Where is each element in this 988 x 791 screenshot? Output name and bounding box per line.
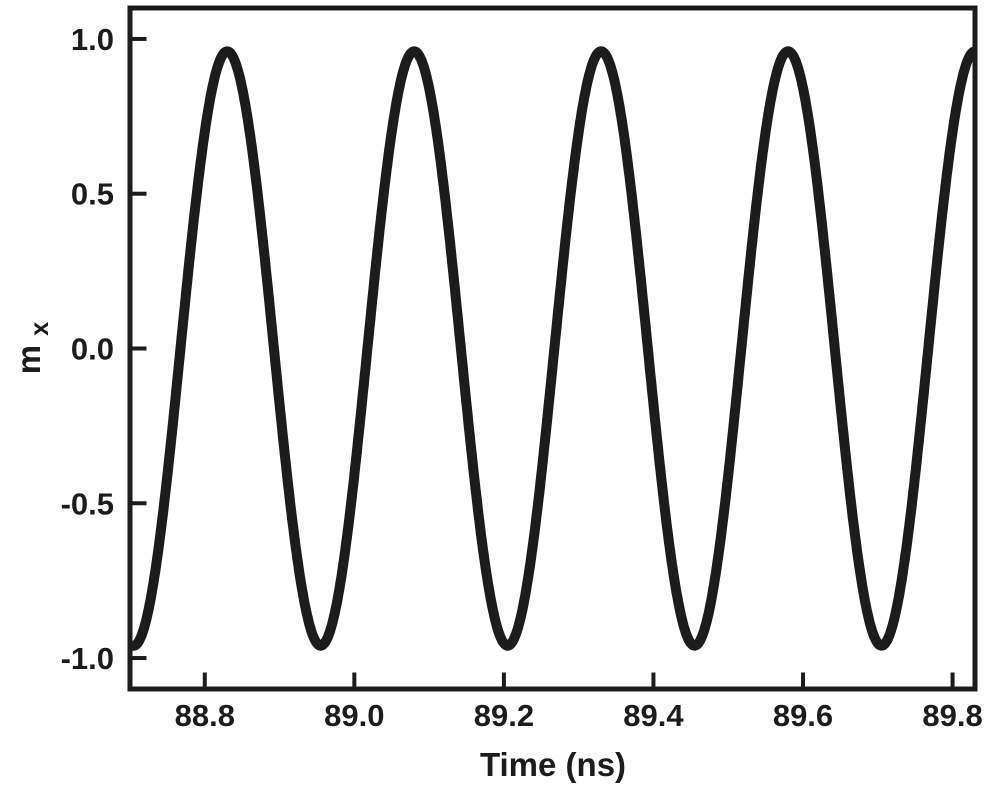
y-axis-title-main: m (10, 345, 47, 374)
y-axis-title: m x (10, 322, 54, 375)
x-tick-label: 89.6 (773, 698, 833, 733)
plot-frame (127, 5, 978, 692)
x-tick-label: 89.2 (474, 698, 534, 733)
y-tick-label: 1.0 (71, 22, 114, 57)
x-axis-title: Time (ns) (480, 746, 626, 783)
y-axis-title-sub: x (26, 322, 54, 336)
y-tick-label: 0.5 (71, 177, 114, 212)
x-tick-label: 89.4 (623, 698, 684, 733)
y-tick-label: -1.0 (61, 641, 114, 676)
x-tick-label: 89.0 (324, 698, 384, 733)
y-tick-label: 0.0 (71, 332, 114, 367)
y-tick-label: -0.5 (61, 486, 114, 521)
x-tick-label: 88.8 (175, 698, 235, 733)
x-tick-label: 89.8 (922, 698, 982, 733)
waveform-line (130, 46, 975, 651)
